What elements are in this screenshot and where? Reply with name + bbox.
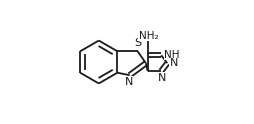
Text: S: S bbox=[134, 38, 141, 48]
Text: N: N bbox=[125, 77, 133, 87]
Text: N: N bbox=[170, 58, 178, 68]
Text: NH: NH bbox=[164, 50, 180, 60]
Text: NH₂: NH₂ bbox=[138, 31, 158, 41]
Text: N: N bbox=[158, 73, 166, 83]
